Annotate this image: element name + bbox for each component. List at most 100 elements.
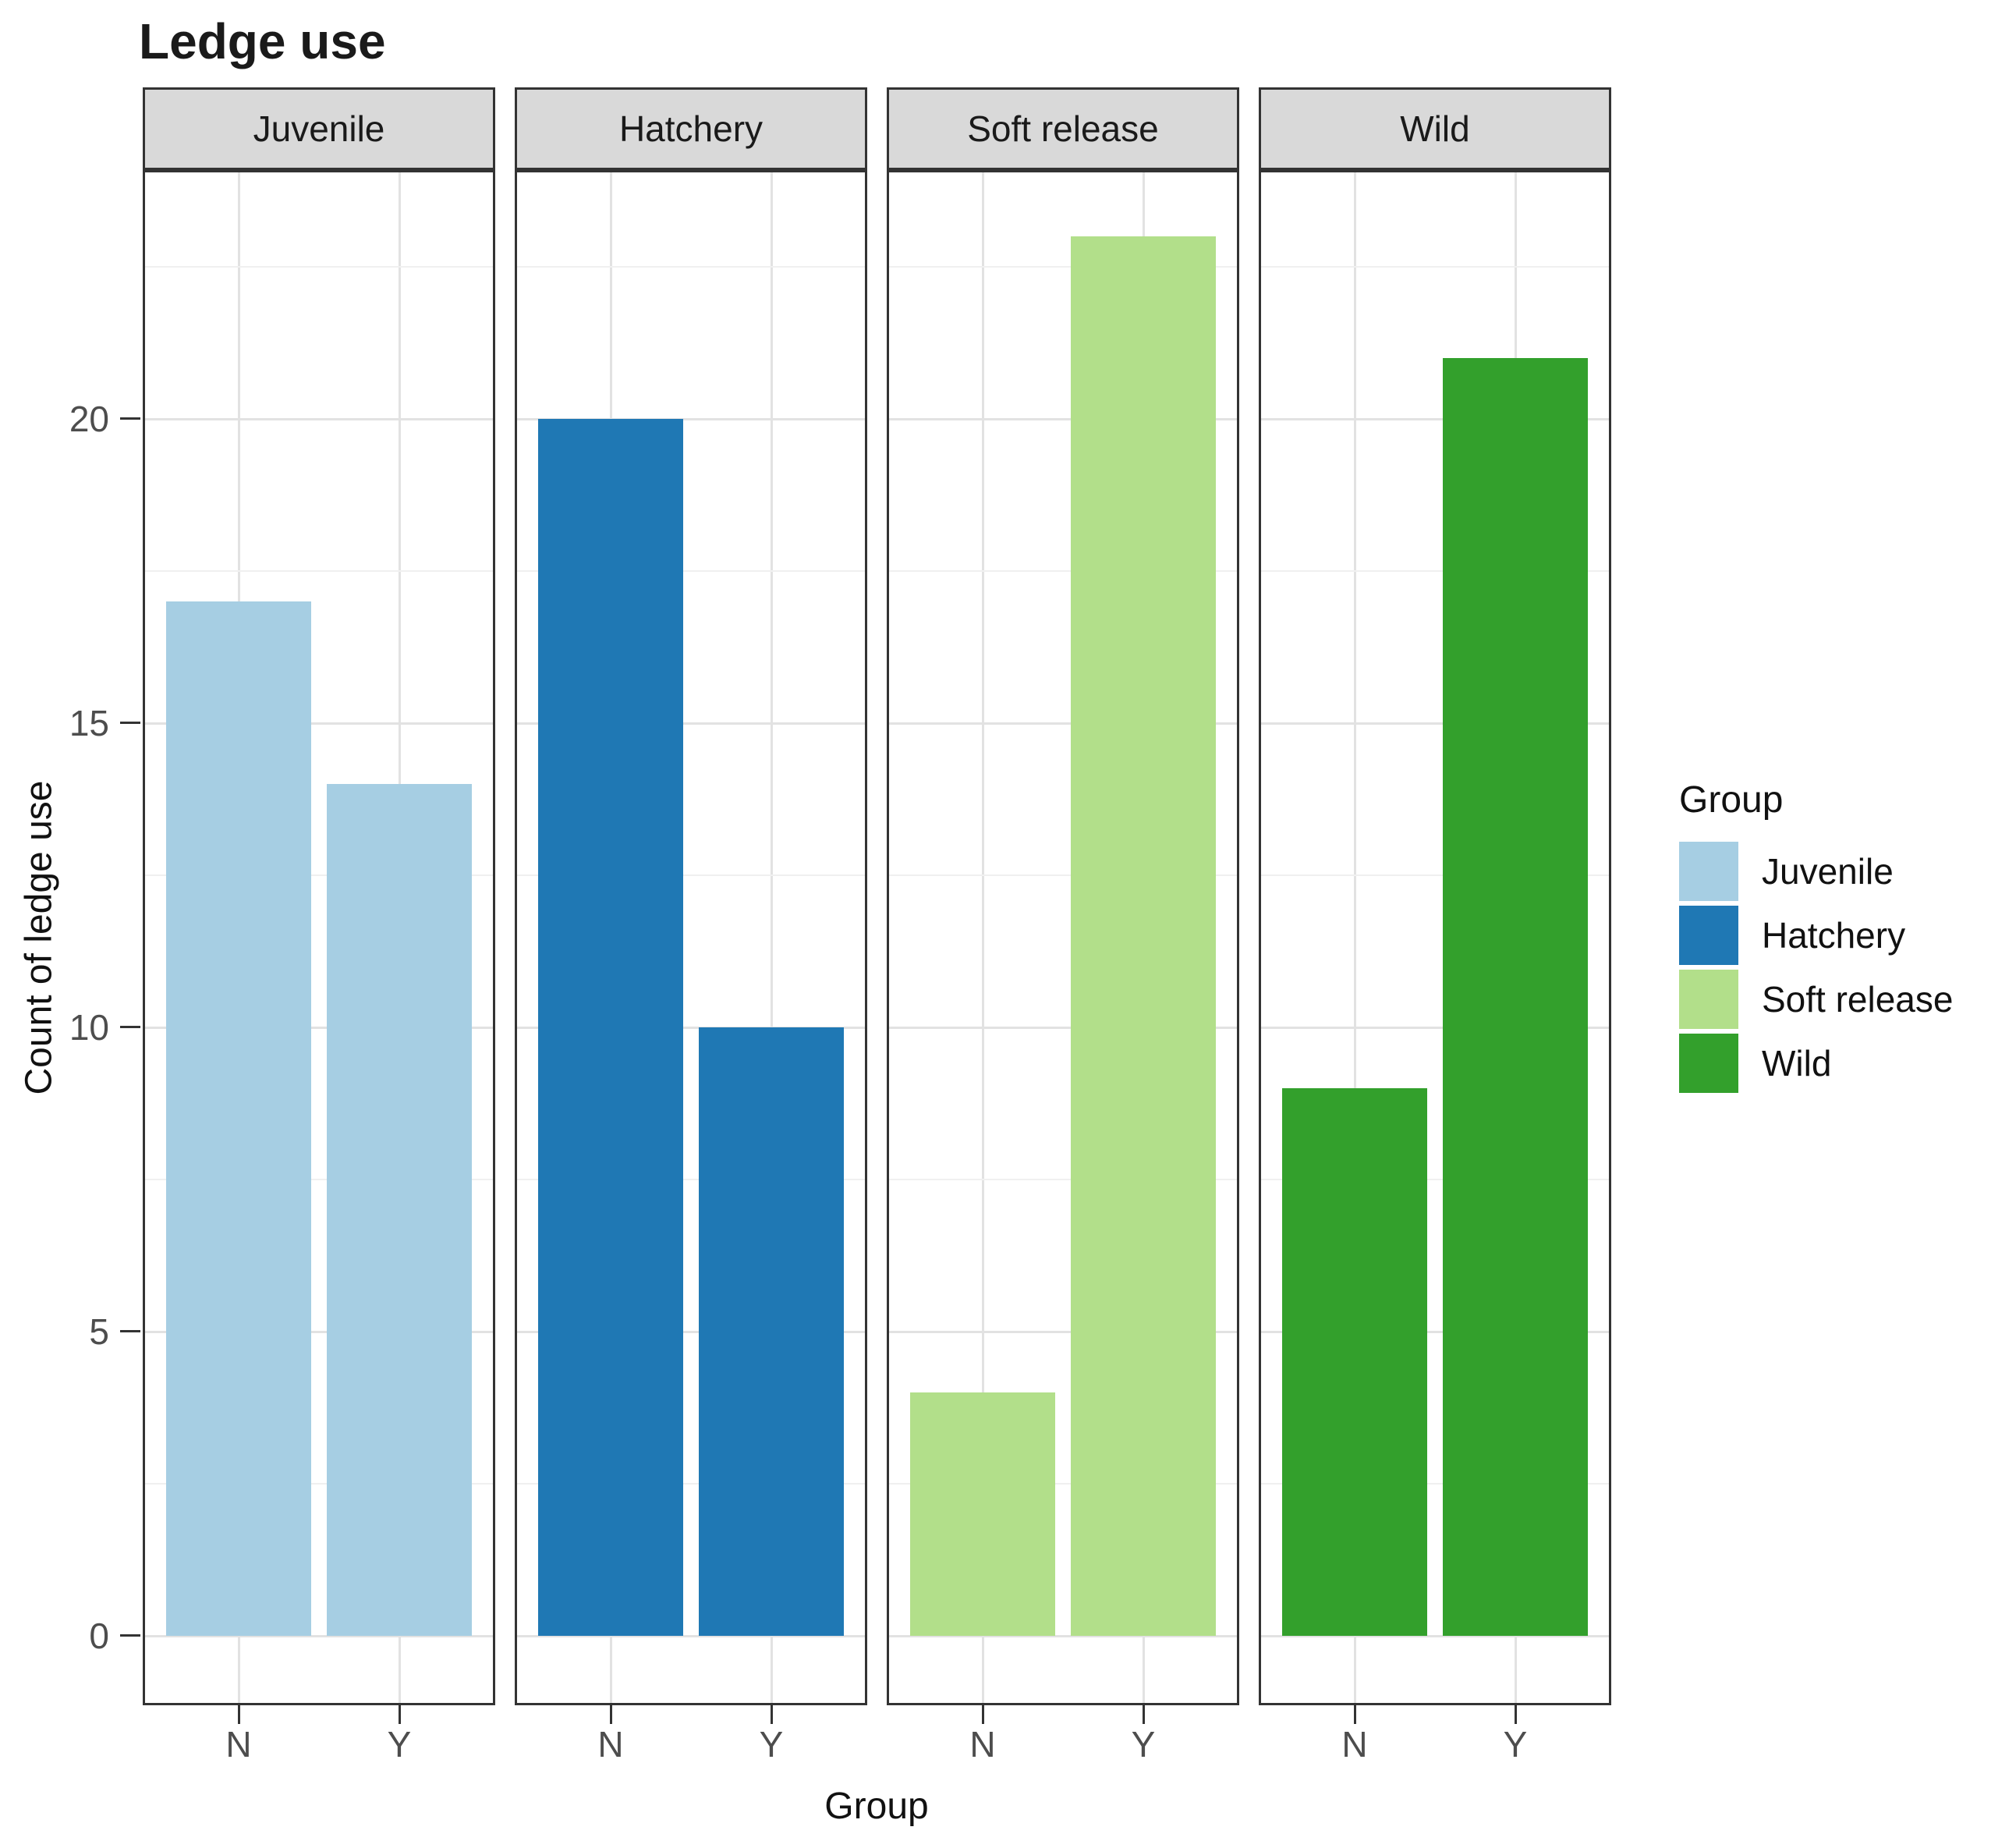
legend-swatch <box>1679 970 1738 1029</box>
bar-wild-y <box>1443 358 1588 1636</box>
chart-title: Ledge use <box>139 13 386 69</box>
y-tick-label: 0 <box>89 1616 109 1656</box>
gridline-horizontal-minor <box>889 570 1237 572</box>
x-tick-mark <box>1142 1705 1145 1724</box>
gridline-horizontal-major <box>1261 1330 1609 1333</box>
y-tick-label: 20 <box>69 399 109 439</box>
gridline-horizontal-major <box>145 417 493 420</box>
legend-swatch <box>1679 906 1738 965</box>
y-tick-label: 15 <box>69 703 109 743</box>
bar-wild-n <box>1282 1088 1427 1636</box>
x-tick-label: Y <box>1131 1724 1156 1765</box>
y-tick-mark <box>120 1634 140 1637</box>
legend-label: Hatchery <box>1762 915 1906 956</box>
y-tick-mark <box>120 722 140 724</box>
facet-panel <box>1259 170 1611 1705</box>
x-tick-mark <box>1353 1705 1356 1724</box>
x-tick-label: N <box>1341 1724 1368 1765</box>
y-tick-mark <box>120 1330 140 1332</box>
gridline-horizontal-minor <box>517 266 865 268</box>
legend-label: Juvenile <box>1762 851 1894 892</box>
legend-items: Juvenile Hatchery Soft release Wild <box>1679 842 2014 1093</box>
y-tick-mark <box>120 1026 140 1028</box>
gridline-horizontal-minor <box>889 874 1237 876</box>
y-axis-title: Count of ledge use <box>18 780 60 1095</box>
x-tick-mark <box>609 1705 612 1724</box>
gridline-horizontal-major <box>145 722 493 725</box>
y-tick-label: 10 <box>69 1007 109 1048</box>
gridline-horizontal-minor <box>1261 266 1609 268</box>
y-tick-mark <box>120 417 140 420</box>
gridline-vertical-major <box>981 172 984 1703</box>
gridline-horizontal-major <box>145 1634 493 1637</box>
gridline-horizontal-major <box>1261 1634 1609 1637</box>
legend-item-juvenile: Juvenile <box>1679 842 2014 901</box>
bar-soft-release-n <box>910 1392 1055 1636</box>
x-tick-mark <box>237 1705 240 1724</box>
gridline-horizontal-major <box>1261 417 1609 420</box>
legend: Group Juvenile Hatchery Soft release Wild <box>1679 779 2014 1098</box>
gridline-horizontal-major <box>517 1026 865 1029</box>
gridline-vertical-major <box>770 172 773 1703</box>
gridline-horizontal-minor <box>1261 570 1609 572</box>
facet-panel <box>515 170 867 1705</box>
gridline-horizontal-major <box>145 1026 493 1029</box>
gridline-horizontal-major <box>517 417 865 420</box>
gridline-horizontal-major <box>1261 1026 1609 1029</box>
gridline-horizontal-minor <box>517 1483 865 1485</box>
legend-label: Soft release <box>1762 979 1954 1020</box>
x-tick-mark <box>1514 1705 1517 1724</box>
gridline-horizontal-major <box>517 1330 865 1333</box>
x-tick-mark <box>398 1705 401 1724</box>
gridline-horizontal-major <box>889 1330 1237 1333</box>
gridline-horizontal-major <box>889 1026 1237 1029</box>
gridline-horizontal-major <box>889 1634 1237 1637</box>
facet-strip-hatchery: Hatchery <box>515 87 867 170</box>
gridline-horizontal-major <box>145 1330 493 1333</box>
y-tick-label: 5 <box>89 1311 109 1352</box>
legend-item-hatchery: Hatchery <box>1679 906 2014 965</box>
gridline-horizontal-minor <box>1261 1179 1609 1180</box>
gridline-horizontal-major <box>1261 722 1609 725</box>
gridline-horizontal-minor <box>1261 1483 1609 1485</box>
gridline-horizontal-minor <box>145 266 493 268</box>
gridline-horizontal-minor <box>889 1179 1237 1180</box>
legend-title: Group <box>1679 779 1784 821</box>
legend-item-wild: Wild <box>1679 1034 2014 1093</box>
facet-strip-soft-release: Soft release <box>887 87 1239 170</box>
bar-soft-release-y <box>1071 236 1216 1636</box>
x-axis-title: Group <box>824 1786 929 1827</box>
facet-panel <box>143 170 495 1705</box>
gridline-horizontal-minor <box>145 874 493 876</box>
facet-panel <box>887 170 1239 1705</box>
facet-strip-juvenile: Juvenile <box>143 87 495 170</box>
gridline-horizontal-minor <box>517 570 865 572</box>
gridline-horizontal-minor <box>145 570 493 572</box>
gridline-horizontal-minor <box>145 1483 493 1485</box>
gridline-horizontal-minor <box>517 874 865 876</box>
x-tick-label: Y <box>387 1724 412 1765</box>
facet-strip-wild: Wild <box>1259 87 1611 170</box>
gridline-horizontal-major <box>889 722 1237 725</box>
gridline-horizontal-minor <box>1261 874 1609 876</box>
x-tick-mark <box>981 1705 984 1724</box>
gridline-horizontal-minor <box>517 1179 865 1180</box>
legend-item-soft-release: Soft release <box>1679 970 2014 1029</box>
bar-juvenile-n <box>166 601 311 1636</box>
bar-juvenile-y <box>327 784 472 1636</box>
x-tick-label: N <box>597 1724 624 1765</box>
gridline-vertical-major <box>1353 172 1356 1703</box>
gridline-horizontal-major <box>517 722 865 725</box>
gridline-horizontal-minor <box>145 1179 493 1180</box>
x-tick-mark <box>770 1705 773 1724</box>
legend-label: Wild <box>1762 1043 1832 1084</box>
legend-swatch <box>1679 1034 1738 1093</box>
gridline-horizontal-minor <box>889 266 1237 268</box>
x-tick-label: Y <box>1503 1724 1528 1765</box>
gridline-horizontal-minor <box>889 1483 1237 1485</box>
gridline-horizontal-major <box>517 1634 865 1637</box>
x-tick-label: N <box>969 1724 996 1765</box>
bar-hatchery-n <box>538 419 683 1636</box>
x-tick-label: N <box>225 1724 252 1765</box>
